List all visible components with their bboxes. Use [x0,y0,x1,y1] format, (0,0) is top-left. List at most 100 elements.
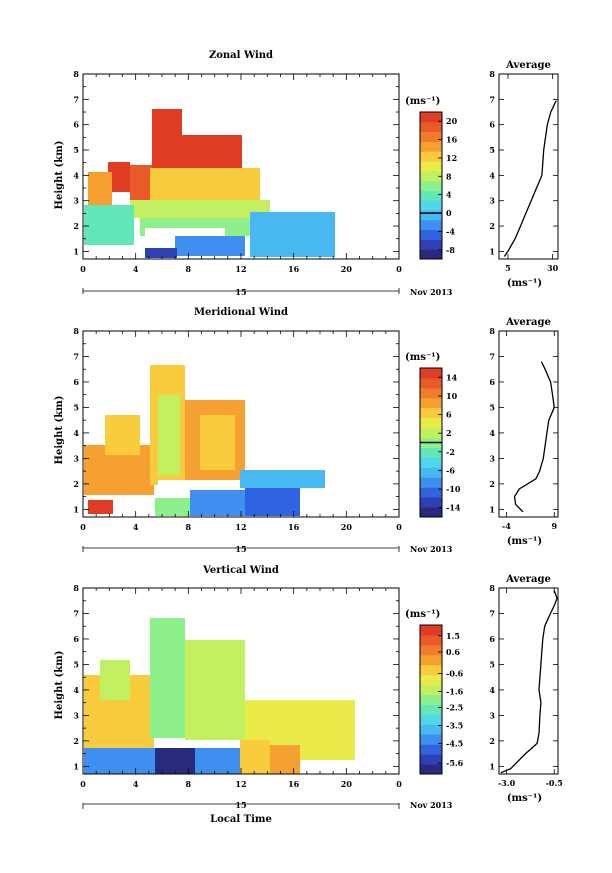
colorbar-segment [420,674,442,686]
zonal-ylabel: Height (km) [54,141,65,210]
xtick-label: 20 [341,264,353,274]
colorbar-segment [420,744,442,755]
vertical-average-panel: Average 1 2 3 4 5 6 7 8 -3.0 -0.5 (ms⁻¹) [489,574,562,804]
colorbar-tick-label: -4 [446,226,455,236]
avg-ytick-label: 2 [489,736,495,746]
colorbar-segment [420,654,442,666]
avg-ytick-label: 5 [489,659,495,669]
colorbar-segment [420,190,442,201]
meridional-blob-green-core [158,395,180,475]
colorbar-tick-label: 20 [446,116,458,126]
colorbar-tick-label: 14 [446,372,458,382]
zonal-blob-lightblue [250,212,335,257]
zonal-average-panel: Average 1 2 3 4 5 6 7 8 5 30 (ms⁻¹) [489,60,558,289]
average-profile-line [500,590,558,774]
avg-xtick-label: -0.5 [546,778,563,788]
avg-ytick-label: 1 [489,761,495,771]
colorbar-tick-label: 0 [446,208,452,218]
colorbar-tick-label: -5.6 [446,758,464,768]
vertical-blob-orange-bottom [270,745,300,774]
vertical-gap [155,740,210,748]
avg-ytick-label: 1 [489,246,495,256]
colorbar-segment [420,151,442,162]
colorbar-tick-label: 10 [446,391,458,401]
vertical-month-label: Nov 2013 [410,800,453,810]
ytick-label: 2 [73,736,79,746]
vertical-blob-green-left [100,660,130,700]
ytick-label: 1 [73,504,79,514]
vertical-blob-green-core [150,618,185,738]
local-time-label: Local Time [210,814,272,825]
average-unit: (ms⁻¹) [507,536,542,547]
avg-ytick-label: 6 [489,120,495,130]
ytick-label: 2 [73,221,79,231]
zonal-blob-yellow [150,168,260,203]
ytick-label: 1 [73,246,79,256]
colorbar-segment [420,754,442,765]
colorbar-tick-label: -4.5 [446,738,463,748]
colorbar-segment [420,427,442,439]
colorbar-segment [420,634,442,646]
zonal-blob-red-left [108,162,130,192]
colorbar-frame [419,624,443,775]
colorbar-tick-label: 6 [446,410,452,420]
meridional-title: Meridional Wind [194,307,288,318]
xtick-label: 4 [133,264,139,274]
colorbar-segment [420,121,442,133]
xtick-label: 16 [288,779,300,789]
vertical-heatmap [84,618,355,774]
xtick-label: 12 [235,264,246,274]
avg-xtick-label: -3.0 [498,778,516,788]
zonal-blob-green [130,200,270,218]
xtick-label: 0 [80,779,86,789]
zonal-month-label: Nov 2013 [410,287,453,297]
xtick-label: 0 [80,522,86,532]
xtick-label: 16 [288,522,300,532]
colorbar-segment [420,229,442,240]
meridional-blob-blue [190,490,245,516]
meridional-date-label: 15 [235,544,246,554]
zonal-title: Zonal Wind [209,50,273,61]
colorbar-segment [420,112,442,123]
ytick-label: 6 [73,120,79,130]
xtick-label: 12 [235,779,246,789]
colorbar-segment [420,457,442,468]
meridional-blob-yellow-right [200,415,235,470]
colorbar-segment [420,249,442,260]
colorbar-segment [420,714,442,725]
meridional-blob-green-bottom [155,498,190,516]
colorbar-tick-label: -1.6 [446,686,464,696]
vertical-blob-yellow-bottom [240,740,270,774]
avg-ytick-label: 4 [489,170,495,180]
colorbar-segment [420,180,442,191]
colorbar-segment [420,161,442,172]
colorbar-segment [420,724,442,735]
ytick-label: 4 [73,428,79,438]
ytick-label: 6 [73,634,79,644]
meridional-average-panel: Average 1 2 3 4 5 6 7 8 -4 9 (ms⁻¹) [489,317,559,547]
ytick-label: 1 [73,761,79,771]
average-title: Average [505,60,551,71]
avg-ytick-label: 7 [489,608,495,618]
average-frame [498,73,559,260]
zonal-blob-cyan-left [84,205,134,245]
avg-ytick-label: 5 [489,402,495,412]
meridional-heatmap [84,365,325,516]
ytick-label: 7 [73,94,79,104]
xtick-label: 8 [186,522,192,532]
ytick-label: 5 [73,659,79,669]
colorbar-segment [420,131,442,142]
colorbar-segment [420,239,442,250]
meridional-blob-lightblue [240,470,325,488]
avg-ytick-label: 6 [489,634,495,644]
colorbar-tick-label: -14 [446,503,461,513]
colorbar-tick-label: 1.5 [446,631,460,641]
colorbar-segment [420,210,442,221]
colorbar-segment [420,397,442,409]
colorbar-segment [420,200,442,211]
colorbar-segment [420,625,442,636]
